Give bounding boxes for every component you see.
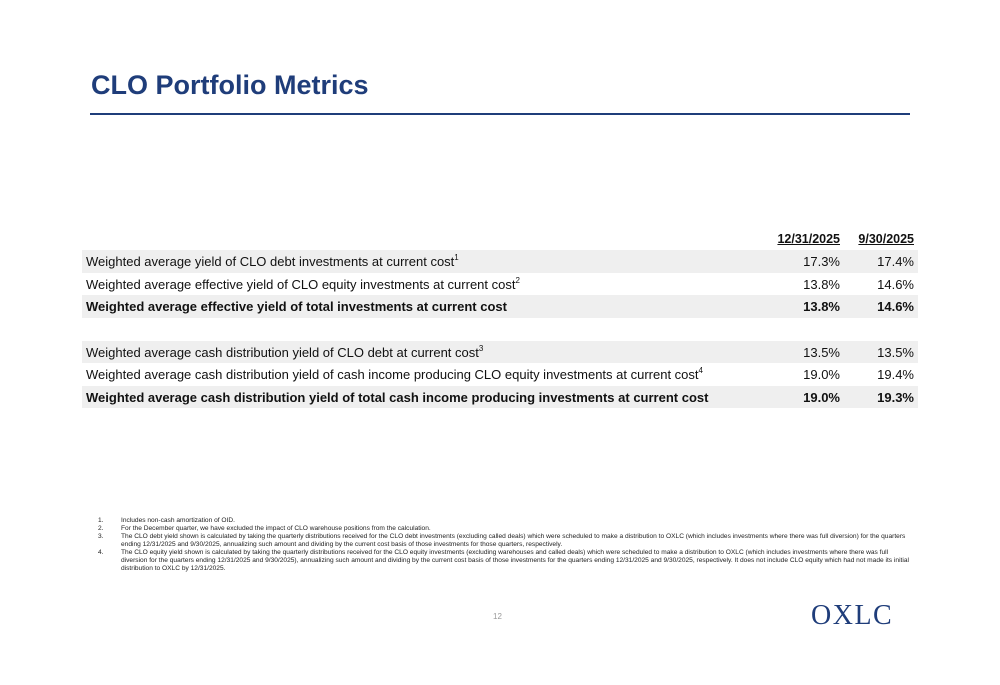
table-row: Weighted average yield of CLO debt inves…	[82, 250, 918, 273]
value-12-31-2025: 19.0%	[803, 389, 840, 405]
row-spacer	[82, 318, 918, 341]
value-9-30-2025: 13.5%	[877, 344, 914, 360]
footnote-text: For the December quarter, we have exclud…	[121, 525, 431, 532]
page-title: CLO Portfolio Metrics	[91, 70, 369, 100]
table-row-total: Weighted average effective yield of tota…	[82, 295, 918, 318]
row-label: Weighted average cash distribution yield…	[86, 389, 709, 405]
row-label: Weighted average cash distribution yield…	[86, 366, 703, 383]
value-12-31-2025: 13.8%	[803, 299, 840, 314]
footnote-ref: 3	[478, 343, 484, 353]
footnote-text: The CLO debt yield shown is calculated b…	[121, 533, 906, 548]
footnote-number: 4.	[98, 549, 104, 556]
column-header-9-30-2025: 9/30/2025	[858, 232, 914, 246]
value-9-30-2025: 14.6%	[877, 276, 914, 292]
value-12-31-2025: 17.3%	[803, 254, 840, 269]
row-label: Weighted average cash distribution yield…	[86, 343, 484, 360]
value-12-31-2025: 13.5%	[803, 344, 840, 360]
value-12-31-2025: 13.8%	[803, 276, 840, 292]
table-row-total: Weighted average cash distribution yield…	[82, 385, 918, 408]
page-number: 12	[493, 612, 502, 621]
footnote-text: Includes non-cash amortization of OID.	[121, 517, 235, 524]
row-label: Weighted average yield of CLO debt inves…	[86, 253, 459, 270]
value-9-30-2025: 19.4%	[877, 367, 914, 382]
footnote-text: The CLO equity yield shown is calculated…	[121, 549, 909, 572]
row-label: Weighted average effective yield of tota…	[86, 299, 507, 314]
title-divider	[90, 113, 910, 115]
table-row: Weighted average cash distribution yield…	[82, 363, 918, 386]
footnote-ref: 4	[698, 366, 703, 375]
footnote-item: 4. The CLO equity yield shown is calculat…	[98, 549, 910, 573]
table-row: Weighted average cash distribution yield…	[82, 340, 918, 363]
value-9-30-2025: 14.6%	[877, 299, 914, 314]
row-label: Weighted average effective yield of CLO …	[86, 275, 520, 292]
column-header-12-31-2025: 12/31/2025	[777, 232, 840, 246]
footnote-number: 2.	[98, 525, 104, 532]
value-12-31-2025: 19.0%	[803, 367, 840, 382]
footnote-number: 3.	[98, 533, 104, 540]
metrics-table: 12/31/2025 9/30/2025 Weighted average yi…	[82, 228, 918, 408]
footnote-ref: 2	[515, 275, 520, 285]
table-header: 12/31/2025 9/30/2025	[82, 228, 918, 250]
footnote-item: 3. The CLO debt yield shown is calculated…	[98, 533, 910, 549]
table-row: Weighted average effective yield of CLO …	[82, 273, 918, 296]
footnote-item: 2. For the December quarter, we have excl…	[98, 525, 910, 533]
oxlc-logo: OXLC	[811, 600, 894, 631]
footnotes: 1. Includes non-cash amortization of OID.…	[98, 517, 910, 573]
value-9-30-2025: 19.3%	[877, 389, 914, 405]
footnote-ref: 1	[454, 253, 459, 262]
footnote-item: 1. Includes non-cash amortization of OID.	[98, 517, 910, 525]
footnote-number: 1.	[98, 517, 104, 524]
value-9-30-2025: 17.4%	[877, 254, 914, 269]
